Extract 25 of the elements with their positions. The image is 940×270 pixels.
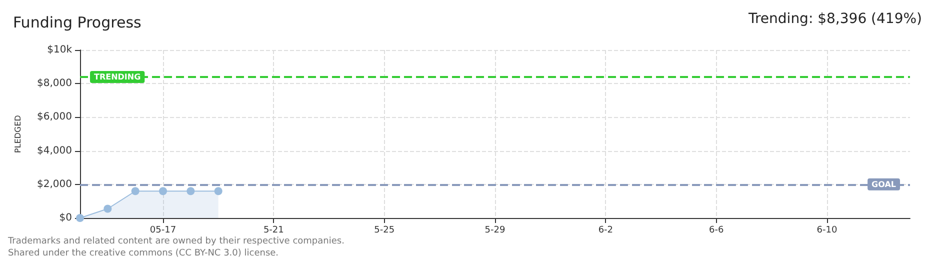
y-tick-label: $2,000 <box>37 178 72 190</box>
y-axis-title: PLEDGED <box>14 115 22 153</box>
point <box>214 187 222 196</box>
chart-title: Funding Progress <box>13 14 142 32</box>
ref-line-label: TRENDING <box>94 72 141 82</box>
point <box>131 187 140 196</box>
text: Trademarks and related content are owned by their respective companies. <box>7 236 344 246</box>
text: Shared under the creative commons (CC BY-NC 3.0) license. <box>8 248 279 258</box>
y-tick-label: $4,000 <box>37 145 72 156</box>
x-tick-label: 6-10 <box>816 226 838 236</box>
y-tick-label: $0 <box>59 212 72 224</box>
y-tick-label: $10k <box>47 44 72 56</box>
x-tick-label: 5-25 <box>374 226 395 236</box>
point <box>186 187 195 196</box>
y-tick-label: $8,000 <box>37 78 72 90</box>
chart-subtitle: Trending: $8,396 (419%) <box>747 11 922 27</box>
point <box>159 187 167 196</box>
ref-line-label: GOAL <box>872 180 896 189</box>
x-tick-label: 6-6 <box>708 226 724 236</box>
x-tick-label: 5-21 <box>263 226 284 236</box>
x-tick-label: 05-17 <box>150 226 176 236</box>
point <box>104 204 112 213</box>
x-tick-label: 6-2 <box>598 226 614 236</box>
y-tick-label: $6,000 <box>37 112 72 123</box>
x-tick-label: 5-29 <box>484 226 506 236</box>
